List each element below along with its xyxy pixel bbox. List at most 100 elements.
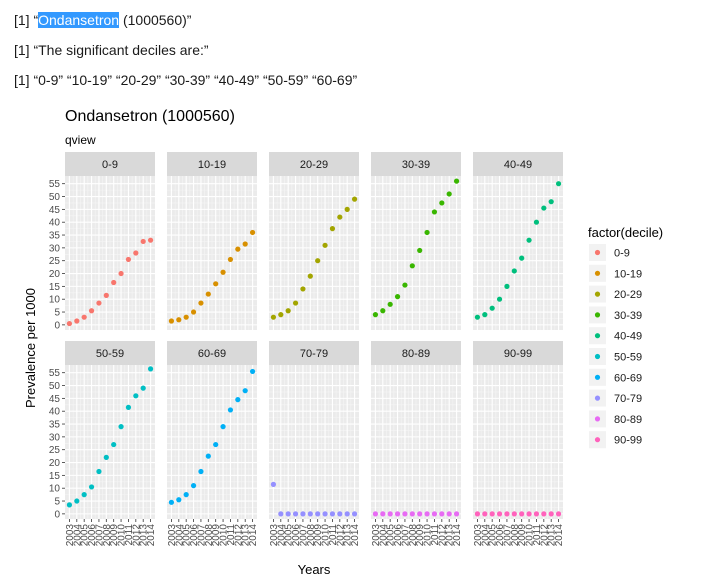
data-point [489, 305, 495, 311]
y-tick-label: 0 [54, 320, 60, 331]
legend-label: 70-79 [614, 393, 642, 405]
x-tick-label: 2014 [350, 524, 361, 547]
data-point [111, 441, 117, 448]
data-point [496, 296, 503, 302]
y-tick-label: 20 [49, 269, 61, 280]
legend-label: 10-19 [614, 268, 642, 280]
data-point [474, 511, 481, 517]
x-tick-label: 2010 [525, 524, 536, 547]
data-point [168, 499, 175, 505]
y-tick-label: 35 [49, 420, 61, 431]
y-tick-label: 55 [49, 368, 61, 379]
data-point [439, 200, 445, 206]
data-point [329, 226, 336, 232]
facet-strip-label: 90-99 [504, 348, 532, 360]
chart-title: Ondansetron (1000560) [65, 108, 235, 125]
data-point [81, 492, 87, 498]
data-point [242, 241, 248, 247]
legend-key-point [594, 416, 601, 422]
x-tick-label: 2011 [124, 524, 135, 546]
data-point [220, 269, 226, 275]
facet-strip [65, 152, 155, 176]
x-tick-label: 2004 [174, 524, 185, 547]
x-tick-label: 2011 [328, 524, 339, 546]
data-point [176, 497, 182, 503]
x-tick-label: 2004 [378, 524, 389, 547]
data-point [292, 300, 299, 306]
facet-strip-label: 80-89 [402, 348, 430, 360]
data-point [424, 229, 430, 236]
data-point [482, 312, 488, 318]
data-point [118, 424, 124, 430]
data-point [337, 214, 343, 220]
x-tick-label: 2009 [109, 524, 120, 547]
legend-label: 0-9 [614, 248, 630, 260]
y-tick-label: 10 [49, 295, 61, 306]
data-point [66, 320, 73, 327]
data-point [96, 300, 102, 306]
data-point [140, 238, 146, 245]
data-point [249, 368, 256, 375]
y-tick-label: 25 [49, 445, 61, 456]
data-point [394, 294, 401, 300]
x-tick-label: 2009 [415, 524, 426, 547]
data-point [322, 511, 328, 517]
data-point [394, 511, 401, 517]
data-point [213, 281, 219, 287]
data-point [409, 263, 415, 269]
x-tick-label: 2014 [554, 524, 565, 547]
data-point [315, 258, 321, 264]
data-point [453, 178, 460, 184]
x-tick-label: 2003 [269, 524, 280, 547]
data-point [147, 366, 154, 372]
data-point [88, 484, 95, 490]
data-point [439, 511, 445, 517]
console-prefix: [1] “ [14, 12, 39, 28]
data-point [300, 511, 306, 517]
data-point [147, 237, 154, 243]
x-tick-label: 2014 [248, 524, 259, 547]
facet-strip-label: 0-9 [102, 159, 118, 171]
data-point [220, 424, 226, 430]
x-tick-label: 2013 [343, 524, 354, 547]
data-point [496, 511, 503, 517]
facet-strip [371, 152, 461, 176]
facet-strip [269, 152, 359, 176]
data-point [526, 511, 532, 517]
y-tick-label: 30 [49, 243, 61, 254]
y-tick-label: 5 [54, 497, 60, 508]
y-tick-label: 15 [49, 471, 61, 482]
data-point [431, 511, 438, 517]
data-point [344, 206, 350, 212]
data-point [183, 492, 189, 498]
facet-strip [473, 152, 563, 176]
x-tick-label: 2010 [423, 524, 434, 547]
data-point [307, 273, 313, 279]
data-point [278, 511, 284, 517]
x-tick-label: 2013 [139, 524, 150, 547]
x-tick-label: 2004 [480, 524, 491, 547]
x-tick-label: 2007 [94, 524, 105, 547]
data-point [176, 317, 182, 323]
console-output-line-2: [1] “The significant deciles are:” [14, 42, 209, 58]
x-tick-label: 2003 [371, 524, 382, 547]
x-tick-label: 2006 [495, 524, 506, 547]
data-point [511, 511, 517, 517]
x-tick-label: 2012 [539, 524, 550, 547]
data-point [424, 511, 430, 517]
x-tick-label: 2012 [233, 524, 244, 547]
data-point [198, 300, 204, 306]
legend-key-point [594, 333, 601, 339]
facet-strip [269, 341, 359, 365]
y-tick-label: 25 [49, 256, 61, 267]
facet-strip [371, 341, 461, 365]
x-tick-label: 2014 [452, 524, 463, 547]
data-point [519, 511, 525, 517]
data-point [242, 388, 248, 394]
facet-strip-label: 70-79 [300, 348, 328, 360]
y-tick-label: 0 [54, 509, 60, 520]
selected-text[interactable]: Ondansetron [38, 12, 120, 28]
facet-strip-label: 50-59 [96, 348, 124, 360]
data-point [446, 511, 452, 517]
data-point [190, 483, 197, 489]
